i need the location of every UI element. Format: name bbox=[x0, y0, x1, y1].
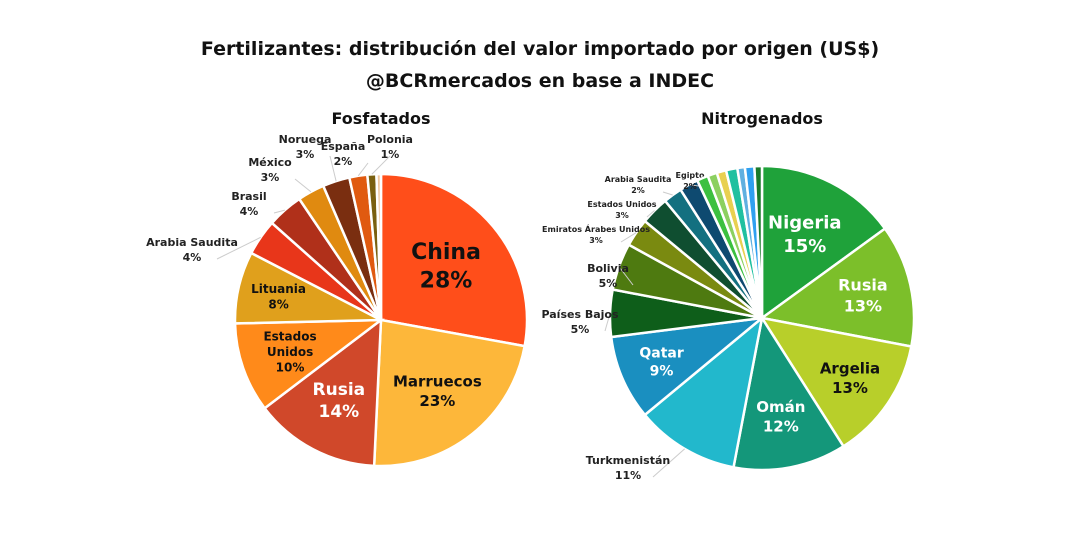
slice-percent-label: 3% bbox=[589, 236, 603, 245]
slice-percent-label: 28% bbox=[420, 269, 473, 294]
slice-percent-label: 8% bbox=[268, 297, 288, 311]
slice-name-label: Qatar bbox=[639, 345, 683, 361]
slice-percent-label: 2% bbox=[334, 155, 353, 168]
pie-title: Nitrogenados bbox=[701, 109, 823, 128]
pie-title: Fosfatados bbox=[332, 109, 431, 128]
pie-slice-rusia bbox=[758, 226, 916, 348]
slice-name-label: Turkmenistán bbox=[586, 454, 670, 467]
slice-percent-label: 5% bbox=[599, 277, 618, 290]
slice-name-label: Marruecos bbox=[393, 372, 482, 390]
pie-slice-nigeria bbox=[760, 164, 887, 321]
pie-slice-turkmenistán bbox=[643, 314, 764, 469]
slice-name-label: Bolivia bbox=[587, 262, 629, 275]
slice-name-label: Estados bbox=[263, 329, 316, 343]
pie-slice-estados-unidos bbox=[233, 318, 385, 410]
slice-percent-label: 5% bbox=[571, 323, 590, 336]
slice-percent-label: 11% bbox=[615, 469, 641, 482]
pie-slice-china bbox=[379, 172, 529, 348]
slice-name-label: China bbox=[411, 240, 481, 265]
slice-name-label: Brasil bbox=[231, 190, 266, 203]
slice-name-label: Unidos bbox=[267, 345, 313, 359]
slice-percent-label: 1% bbox=[381, 148, 400, 161]
slice-name-label: Polonia bbox=[367, 133, 413, 146]
slice-name-label: Emiratos Árabes Unidos bbox=[542, 223, 650, 234]
leader-line bbox=[329, 155, 337, 182]
slice-percent-label: 12% bbox=[763, 418, 799, 436]
leader-line bbox=[652, 448, 685, 478]
slice-percent-label: 4% bbox=[240, 205, 259, 218]
slice-name-label: Argelia bbox=[820, 359, 880, 377]
slice-name-label: España bbox=[321, 140, 366, 153]
leader-line bbox=[273, 209, 285, 214]
slice-percent-label: 9% bbox=[650, 363, 674, 379]
leader-line bbox=[662, 191, 673, 196]
pie-slice-marruecos bbox=[372, 318, 527, 468]
slice-percent-label: 13% bbox=[844, 296, 882, 315]
slice-percent-label: 13% bbox=[832, 379, 868, 397]
pie-slice bbox=[753, 164, 764, 319]
slice-name-label: Países Bajos bbox=[541, 308, 618, 321]
slice-percent-label: 23% bbox=[419, 392, 455, 410]
leader-line bbox=[357, 162, 369, 177]
pie-slice-qatar bbox=[609, 316, 767, 417]
slice-percent-label: 4% bbox=[183, 251, 202, 264]
pie-nitrogenados: NitrogenadosNigeria15%Rusia13%Argelia13%… bbox=[541, 109, 916, 482]
pie-slice bbox=[375, 172, 383, 321]
pie-slice-argelia bbox=[759, 316, 913, 449]
slice-name-label: Arabia Saudita bbox=[146, 236, 238, 249]
slice-name-label: Estados Unidos bbox=[587, 200, 656, 209]
slice-name-label: Noruega bbox=[279, 133, 332, 146]
slice-name-label: Arabia Saudita bbox=[605, 175, 672, 184]
slice-name-label: México bbox=[248, 156, 292, 169]
pie-slice-omán bbox=[732, 314, 846, 472]
slice-name-label: Nigeria bbox=[768, 213, 842, 234]
slice-percent-label: 3% bbox=[296, 148, 315, 161]
slice-percent-label: 10% bbox=[276, 361, 305, 375]
pie-slice-rusia bbox=[262, 317, 383, 468]
leader-line bbox=[618, 266, 634, 286]
leader-line bbox=[216, 236, 261, 260]
leader-line bbox=[371, 155, 391, 175]
slice-name-label: Omán bbox=[756, 398, 805, 416]
leader-line bbox=[294, 178, 312, 193]
leader-line bbox=[604, 313, 611, 332]
slice-percent-label: 3% bbox=[615, 211, 629, 220]
slice-name-label: Egipto bbox=[676, 171, 705, 180]
chart-subtitle: @BCRmercados en base a INDEC bbox=[365, 70, 715, 92]
slice-percent-label: 14% bbox=[318, 402, 359, 422]
leader-line bbox=[620, 232, 637, 243]
slice-percent-label: 2% bbox=[683, 182, 697, 191]
slice-name-label: Rusia bbox=[313, 380, 366, 400]
slice-percent-label: 15% bbox=[783, 236, 826, 257]
leader-line bbox=[646, 210, 655, 218]
slice-percent-label: 3% bbox=[261, 171, 280, 184]
chart-title: Fertilizantes: distribución del valor im… bbox=[200, 38, 880, 60]
slice-percent-label: 2% bbox=[631, 186, 645, 195]
slice-name-label: Rusia bbox=[838, 276, 888, 295]
slice-name-label: Lituania bbox=[251, 282, 306, 296]
